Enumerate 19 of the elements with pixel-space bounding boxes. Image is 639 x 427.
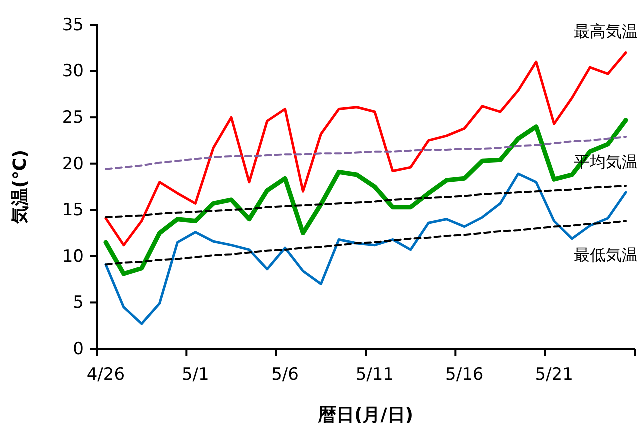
x-tick-label: 4/26 — [86, 365, 126, 385]
line-series — [104, 185, 628, 219]
y-tick-label: 25 — [62, 108, 84, 128]
x-axis-title: 暦日(月/日) — [317, 405, 414, 426]
x-tick-label: 5/1 — [182, 365, 210, 385]
y-tick-label: 20 — [62, 154, 84, 174]
y-tick-label: 35 — [62, 15, 84, 36]
series-label: 最高気温 — [574, 22, 638, 41]
x-tick-label: 5/11 — [356, 365, 394, 385]
y-tick-label: 30 — [62, 62, 84, 82]
x-tick-label: 5/16 — [446, 365, 484, 385]
y-tick-label: 15 — [62, 200, 84, 221]
y-tick-label: 5 — [73, 293, 84, 314]
x-tick-label: 5/6 — [272, 365, 299, 385]
x-tick-label: 5/21 — [535, 365, 574, 385]
y-axis-title: 気温(℃) — [10, 150, 31, 226]
y-tick-label: 0 — [73, 339, 84, 360]
y-tick-label: 10 — [62, 246, 84, 267]
series-label: 最低気温 — [574, 246, 638, 265]
